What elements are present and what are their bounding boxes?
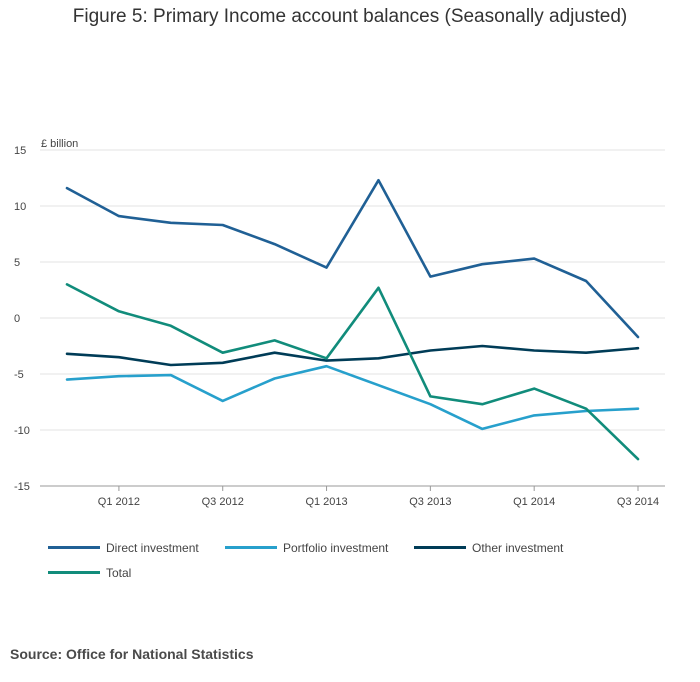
legend-label-total: Total — [106, 566, 132, 580]
legend-item-direct-investment: Direct investment — [48, 541, 199, 555]
y-tick-label: 10 — [14, 201, 26, 213]
x-tick-label: Q3 2014 — [617, 496, 659, 508]
y-tick-label: 0 — [14, 313, 20, 325]
legend-item-other-investment: Other investment — [414, 541, 563, 555]
x-tick-label: Q3 2013 — [409, 496, 451, 508]
y-tick-label: 5 — [14, 257, 20, 269]
chart-title: Figure 5: Primary Income account balance… — [72, 6, 628, 27]
series-line-portfolio-investment — [65, 364, 640, 431]
x-tick-label: Q1 2012 — [98, 496, 140, 508]
legend-label-direct-investment: Direct investment — [106, 541, 199, 555]
gridlines — [40, 149, 665, 487]
legend-swatch-total — [48, 571, 100, 575]
x-tick-label: Q1 2013 — [305, 496, 347, 508]
legend-item-portfolio-investment: Portfolio investment — [225, 541, 388, 555]
x-axis: Q1 2012 Q3 2012 Q1 2013 Q3 2013 Q1 2014 Q3 20… — [98, 486, 659, 508]
legend-swatch-portfolio-investment — [225, 546, 277, 550]
y-tick-label: -10 — [14, 425, 30, 437]
legend-label-other-investment: Other investment — [472, 541, 564, 555]
series-line-direct-investment — [65, 178, 640, 339]
series-line-total — [65, 283, 640, 461]
y-tick-label: -5 — [14, 369, 24, 381]
legend-item-total: Total — [48, 566, 131, 580]
y-tick-label: 15 — [14, 145, 26, 157]
x-tick-label: Q3 2012 — [202, 496, 244, 508]
series-lines — [65, 178, 640, 461]
x-tick-label: Q1 2014 — [513, 496, 555, 508]
legend-swatch-direct-investment — [48, 546, 100, 550]
legend-swatch-other-investment — [414, 546, 466, 550]
y-tick-label: -15 — [14, 481, 30, 493]
legend-label-portfolio-investment: Portfolio investment — [283, 541, 389, 555]
y-axis-ticks: 15 10 5 0 -5 -10 -15 — [14, 145, 30, 493]
y-axis-unit-label: £ billion — [41, 138, 78, 150]
source-note: Source: Office for National Statistics — [10, 646, 254, 662]
series-line-other-investment — [65, 344, 640, 367]
